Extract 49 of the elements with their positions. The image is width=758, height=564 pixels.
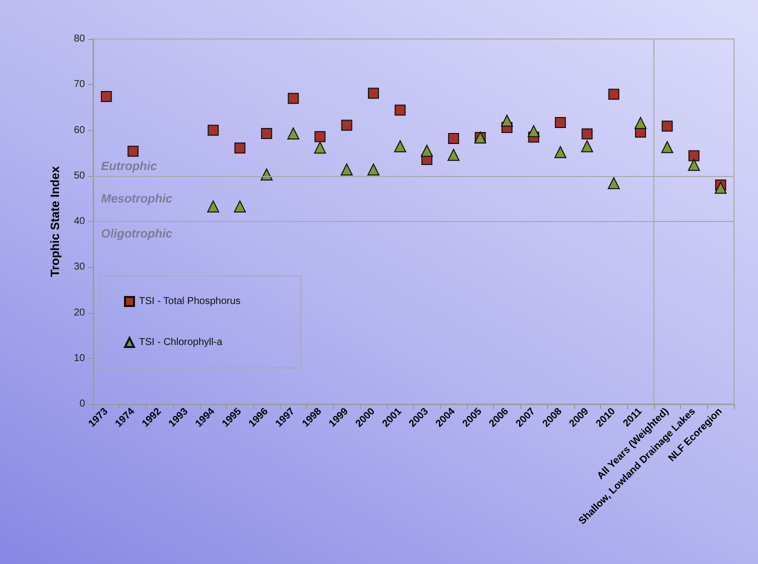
annotation: Oligotrophic [101,226,173,240]
point [528,125,540,138]
point [581,140,594,152]
point [288,92,299,104]
y-tick-label: 80 [74,34,86,44]
point [448,132,460,144]
y-tick-label: 0 [79,398,86,410]
point [234,200,246,212]
y-tick-label: 20 [74,307,86,318]
point [314,131,326,142]
point [367,163,380,176]
point [287,127,300,140]
point [554,146,566,158]
point [261,128,272,139]
point [554,116,566,128]
point [662,120,673,132]
point [420,144,433,157]
point [368,88,379,99]
point [100,90,112,102]
y-tick-label: 70 [74,79,86,90]
point [394,140,406,152]
y-axis-title: Trophic State Index [48,166,62,277]
point [341,120,352,131]
point [608,88,620,100]
point [448,148,460,161]
annotation: Mesotrophic [101,192,173,206]
point [340,163,353,176]
point [688,150,700,162]
point [314,142,326,154]
y-tick-label: 10 [74,352,86,364]
point [234,142,246,154]
point [207,200,220,212]
point [608,177,620,190]
point [394,104,406,116]
y-tick-label: 40 [74,216,86,227]
point [634,116,647,129]
legend-label: TSI - Total Phosphorus [139,296,241,307]
point [661,141,674,154]
annotation: Eutrophic [101,158,158,173]
point [714,182,727,194]
y-tick-label: 30 [74,262,86,273]
point [208,124,219,136]
point [688,158,700,171]
point [128,146,139,157]
y-tick-label: 60 [74,124,86,136]
legend-label: TSI - Chlorophyll-a [139,337,223,348]
point [582,128,593,140]
point [500,114,513,127]
y-tick-label: 50 [74,170,86,182]
